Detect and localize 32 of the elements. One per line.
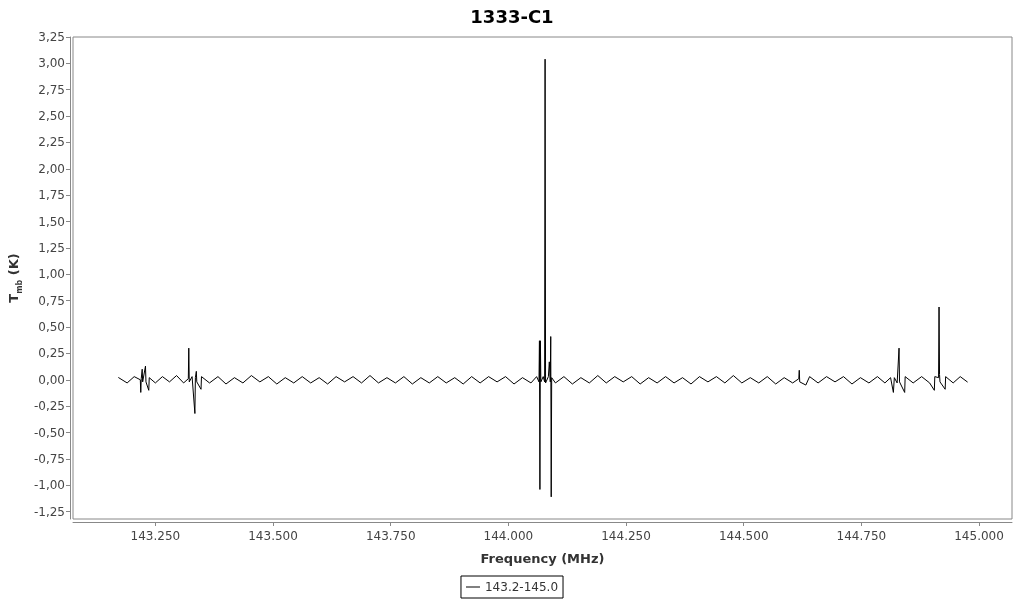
y-tick-label: 1,00 [38, 267, 65, 282]
x-tick-label: 143.250 [130, 529, 181, 543]
x-axis-title: Frequency (MHz) [480, 551, 605, 566]
x-tick-label: 145.000 [954, 529, 1004, 543]
x-tick-label: 144.750 [836, 529, 887, 543]
line-series [118, 58, 968, 498]
y-tick-label: -0,25 [33, 399, 65, 414]
y-tick-label: 0,25 [38, 346, 65, 361]
y-tick-label: 1,75 [38, 188, 65, 203]
legend-label: 143.2-145.0 [484, 580, 559, 594]
y-tick-label: 3,25 [38, 30, 65, 44]
y-tick-label: 2,75 [38, 82, 65, 97]
y-tick-label: -1,25 [33, 504, 65, 519]
x-tick-label: 144.250 [601, 529, 651, 543]
y-axis-title: Tmb (K) [6, 253, 24, 303]
chart-title: 1333-C1 [470, 5, 554, 27]
y-tick-label: 0,50 [38, 320, 65, 335]
x-tick-label: 144.500 [718, 529, 769, 543]
y-tick-label: 1,25 [38, 240, 65, 255]
y-tick-label: 2,50 [38, 109, 65, 124]
y-tick-label: 0,75 [38, 293, 65, 308]
y-tick-label: -0,75 [33, 451, 65, 466]
x-tick-label: 143.500 [248, 529, 298, 543]
y-tick-label: 2,25 [38, 135, 65, 150]
y-tick-label: 2,00 [38, 161, 65, 176]
y-tick-label: 0,00 [38, 372, 65, 387]
y-tick-label: 1,50 [38, 214, 65, 229]
y-tick-label: -1,00 [33, 478, 65, 493]
y-tick-label: -0,50 [33, 425, 65, 440]
x-tick-label: 143.750 [365, 529, 416, 543]
x-tick-label: 144.000 [483, 529, 534, 543]
y-tick-label: 3,00 [38, 56, 65, 71]
